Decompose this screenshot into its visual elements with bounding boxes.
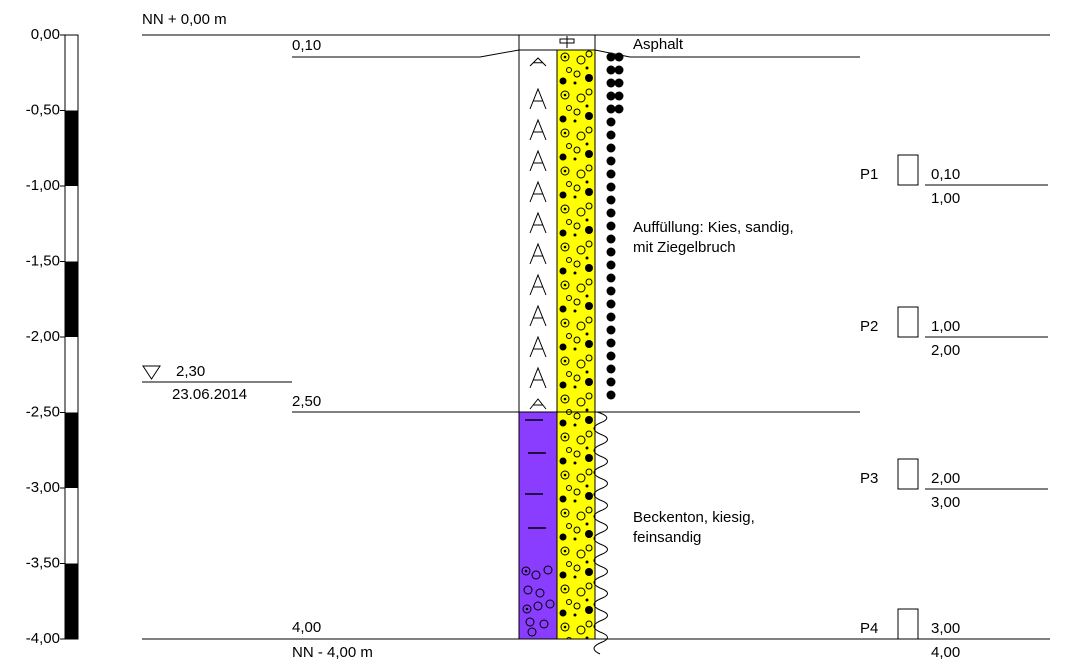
fill-dot [607,157,616,166]
layer-depth: 0,10 [292,37,321,54]
sample-bottom: 1,00 [931,190,960,207]
fill-dot [607,92,616,101]
samples: P1 0,10 1,00 P2 1,00 2,00 P3 2,00 3,00 P4 3,00 4,00 [860,155,1048,661]
ruler-segment [65,413,78,489]
layer-description: feinsandig [633,529,701,546]
header-bottom: NN - 4,00 m [292,644,373,661]
layer-depth: 2,50 [292,393,321,410]
scale-labels: 0,00 -0,50 -1,00 -1,50 -2,00 -2,50 -3,00… [26,26,60,647]
fill-dot [607,222,616,231]
gravel-pattern [557,50,595,639]
fill-dot [607,339,616,348]
sample-bottom: 4,00 [931,644,960,661]
scale-label: -2,50 [26,403,60,420]
fill-dot [607,53,616,62]
layer-description: mit Ziegelbruch [633,239,736,256]
scale-label: -4,00 [26,630,60,647]
fill-dot [607,313,616,322]
water-symbol [143,366,160,379]
fill-dot [607,105,616,114]
scale-label: -1,50 [26,252,60,269]
scale-label: 0,00 [31,26,60,43]
fill-dot [607,209,616,218]
sample-name: P2 [860,318,878,335]
sample-box [898,459,918,489]
sample-name: P4 [860,620,878,637]
fill-dot [607,261,616,270]
scale-label: -3,50 [26,554,60,571]
fill-dot [615,66,624,75]
fill-dot [607,391,616,400]
layer-description: Asphalt [633,36,684,53]
fill-dot [607,196,616,205]
fill-dot [607,326,616,335]
sample-name: P1 [860,166,878,183]
layer-depth: 4,00 [292,619,321,636]
fill-dot [607,118,616,127]
borehole-log: NN + 0,00 m NN - 4,00 m 0,00 -0,50 -1,00… [0,0,1081,663]
fill-dot [615,53,624,62]
ruler-segment [65,111,78,187]
water-depth: 2,30 [176,363,205,380]
sample-box [898,307,918,337]
sample-top: 1,00 [931,318,960,335]
fill-layer [519,50,557,412]
sample-bottom: 2,00 [931,342,960,359]
fill-dot [607,365,616,374]
fill-dot [607,131,616,140]
sample-box [898,155,918,185]
fill-dot [607,352,616,361]
layer-description: Auffüllung: Kies, sandig, [633,219,794,236]
clay-layer [519,412,557,639]
fill-dot [607,170,616,179]
sample-top: 3,00 [931,620,960,637]
clay-gravel [525,570,528,573]
header-top: NN + 0,00 m [142,11,227,28]
fill-dot [607,287,616,296]
sample-box [898,609,918,639]
fill-dot [607,183,616,192]
clay-gravel [526,608,529,611]
fill-dot [607,66,616,75]
clay-wave [594,412,608,654]
fill-dot [607,235,616,244]
layout [60,35,1050,654]
fill-dot [615,92,624,101]
scale-label: -2,00 [26,328,60,345]
sample-bottom: 3,00 [931,494,960,511]
scale-label: -3,00 [26,479,60,496]
ruler-segment [65,564,78,640]
ruler-segment [65,262,78,338]
scale-label: -0,50 [26,101,60,118]
fill-dot [607,300,616,309]
fill-dot [607,144,616,153]
sample-top: 2,00 [931,470,960,487]
sample-name: P3 [860,470,878,487]
fill-dot [607,378,616,387]
fill-dot [607,79,616,88]
fill-dot [607,248,616,257]
fill-dot [615,79,624,88]
water-date: 23.06.2014 [172,386,247,403]
scale-label: -1,00 [26,177,60,194]
fill-dot [607,274,616,283]
fill-dot [615,105,624,114]
sample-top: 0,10 [931,166,960,183]
layer-description: Beckenton, kiesig, [633,509,755,526]
